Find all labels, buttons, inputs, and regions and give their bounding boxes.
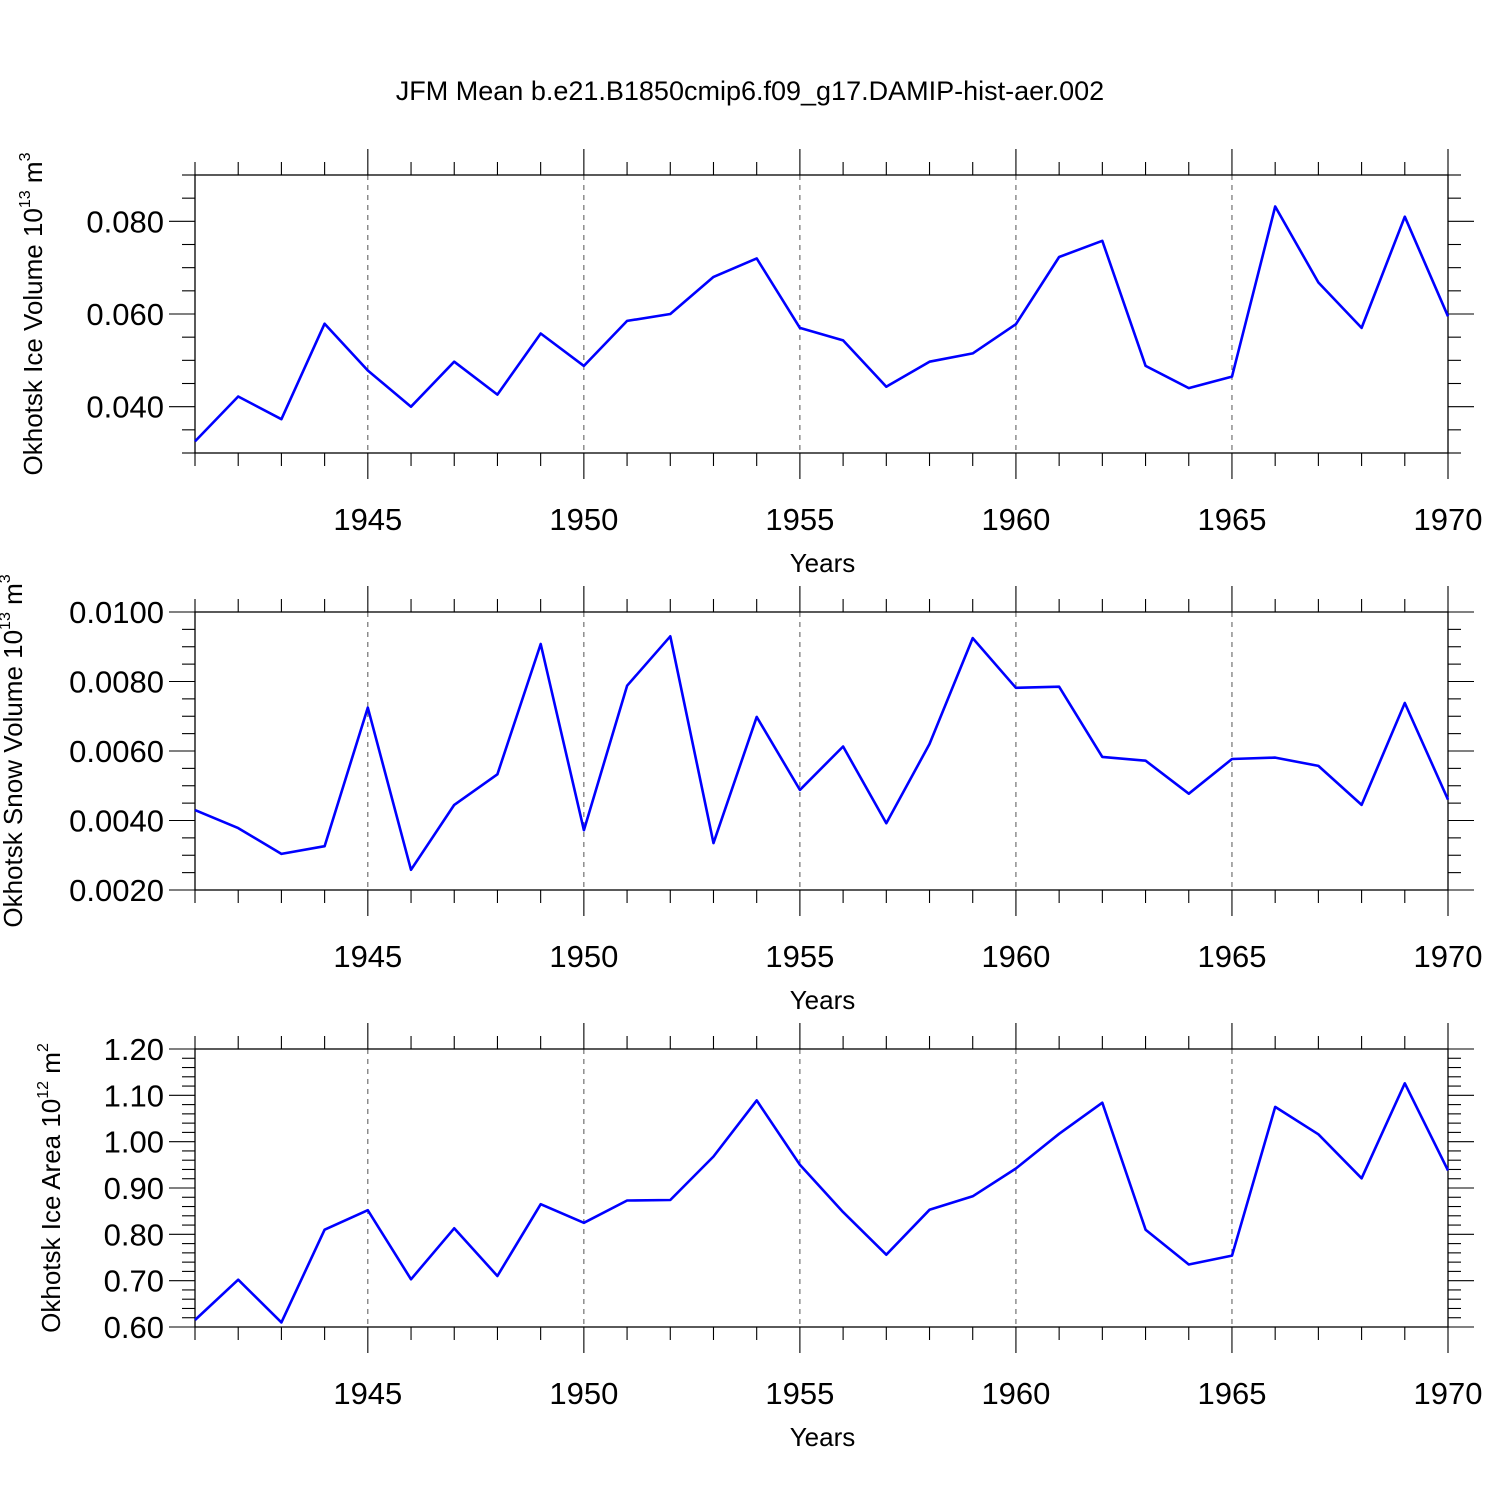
x-tick-label: 1970 — [1414, 1376, 1483, 1411]
x-tick-label: 1960 — [981, 939, 1050, 974]
series-line — [194, 634, 1450, 872]
x-tick-label: 1950 — [549, 939, 618, 974]
x-tick-label: 1955 — [765, 502, 834, 537]
y-tick-label: 1.20 — [104, 1032, 164, 1067]
y-tick-label: 0.70 — [104, 1264, 164, 1299]
chart-panel-2: 0.0020 0.0040 0.0060 0.0080 0.0100 1945 1950 19… — [0, 574, 1482, 1015]
x-tick-label: 1955 — [765, 939, 834, 974]
y-tick-label: 0.080 — [86, 204, 164, 239]
plot-frame — [194, 174, 1449, 454]
series-line — [194, 1082, 1450, 1324]
x-axis-label: Years — [790, 985, 856, 1015]
figure-title: JFM Mean b.e21.B1850cmip6.f09_g17.DAMIP-… — [396, 76, 1104, 106]
y-tick-label: 0.60 — [104, 1310, 164, 1345]
y-tick-label: 0.0100 — [69, 595, 164, 630]
y-tick-label: 0.0040 — [69, 804, 164, 839]
x-tick-label: 1950 — [549, 502, 618, 537]
y-axis-label: Okhotsk Ice Volume 1013 m3 — [17, 152, 48, 475]
x-tick-label: 1950 — [549, 1376, 618, 1411]
y-tick-label: 0.040 — [86, 390, 164, 425]
x-tick-label: 1960 — [981, 1376, 1050, 1411]
chart-panel-3: 0.60 0.70 0.80 0.90 1.00 1.10 1.20 1945 1950 1955… — [35, 1023, 1482, 1452]
x-tick-label: 1945 — [333, 939, 402, 974]
x-tick-label: 1945 — [333, 502, 402, 537]
y-tick-label: 0.90 — [104, 1171, 164, 1206]
plot-frame — [194, 611, 1449, 891]
panels: 0.040 0.060 0.080 1945 1950 1955 1960 1965 1970 Y… — [0, 149, 1482, 1452]
y-axis-label: Okhotsk Ice Area 1012 m2 — [35, 1043, 66, 1333]
x-tick-label: 1960 — [981, 502, 1050, 537]
chart-panel-1: 0.040 0.060 0.080 1945 1950 1955 1960 1965 1970 Y… — [17, 149, 1482, 578]
x-tick-label: 1970 — [1414, 939, 1483, 974]
y-tick-label: 0.0060 — [69, 734, 164, 769]
x-axis-label: Years — [790, 548, 856, 578]
x-tick-label: 1955 — [765, 1376, 834, 1411]
y-tick-label: 1.10 — [104, 1078, 164, 1113]
y-tick-label: 0.060 — [86, 297, 164, 332]
x-tick-label: 1965 — [1197, 939, 1266, 974]
y-tick-label: 0.0080 — [69, 665, 164, 700]
y-tick-label: 0.0020 — [69, 873, 164, 908]
series-line — [194, 205, 1450, 443]
x-tick-label: 1945 — [333, 1376, 402, 1411]
y-tick-label: 0.80 — [104, 1217, 164, 1252]
x-tick-label: 1965 — [1197, 502, 1266, 537]
x-tick-label: 1970 — [1414, 502, 1483, 537]
x-tick-label: 1965 — [1197, 1376, 1266, 1411]
x-axis-label: Years — [790, 1422, 856, 1452]
y-axis-label: Okhotsk Snow Volume 1013 m3 — [0, 574, 28, 927]
y-tick-label: 1.00 — [104, 1125, 164, 1160]
